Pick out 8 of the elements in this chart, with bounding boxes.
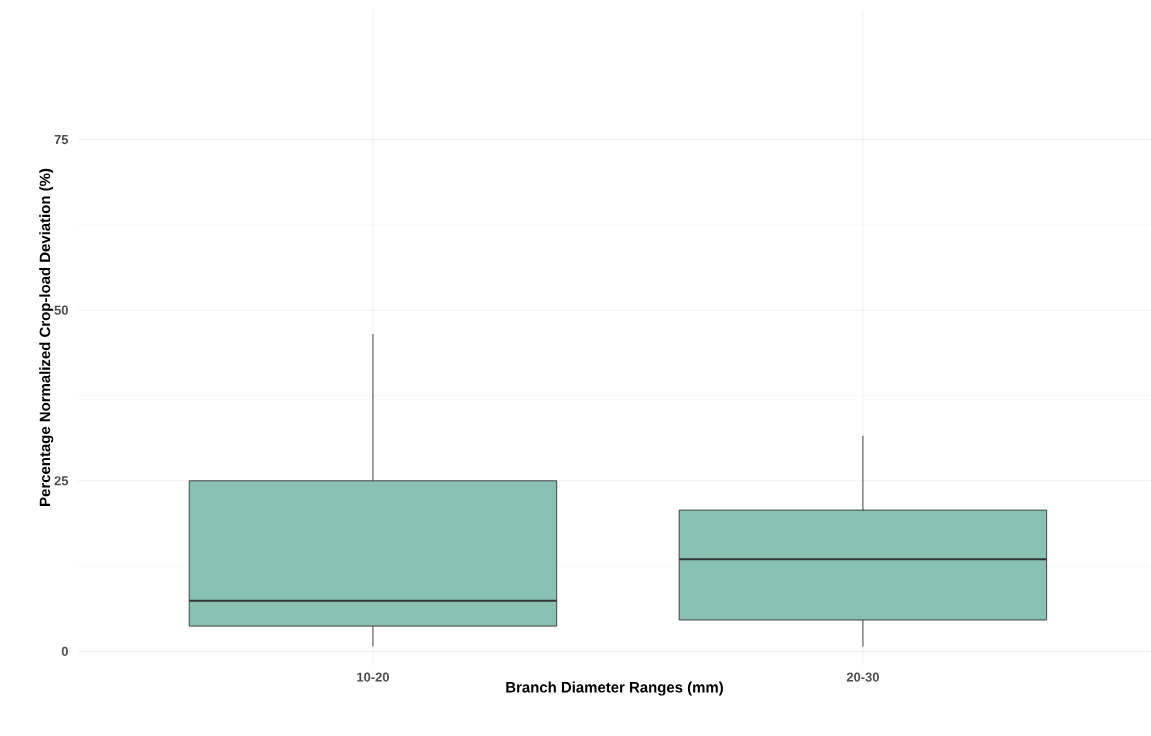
y-tick-label: 25 bbox=[54, 476, 69, 486]
y-axis-title: Percentage Normalized Crop-load Deviation (%) bbox=[39, 168, 54, 506]
y-tick-label: 75 bbox=[54, 135, 69, 145]
y-tick-label: 50 bbox=[54, 305, 68, 315]
x-tick-label: 20-30 bbox=[846, 672, 879, 682]
x-tick-label: 10-20 bbox=[357, 672, 389, 682]
y-tick-label: 0 bbox=[61, 646, 68, 656]
x-axis-title: Branch Diameter Ranges (mm) bbox=[506, 681, 723, 696]
